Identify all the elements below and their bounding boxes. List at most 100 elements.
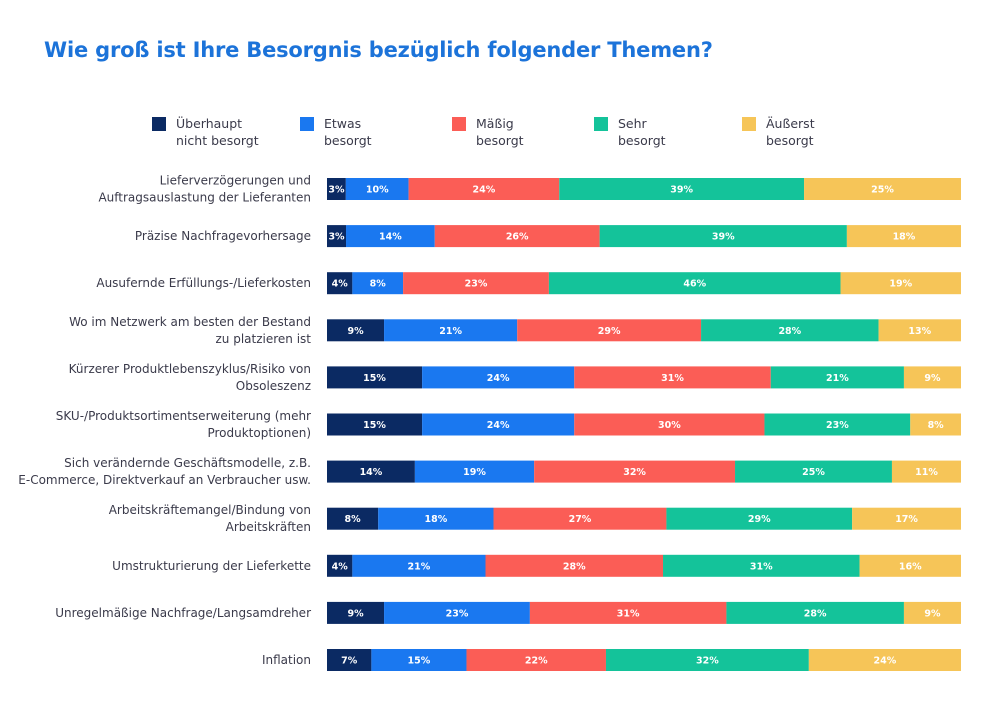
data-label-3-3: 28% bbox=[778, 326, 801, 337]
bar-segment-1-1 bbox=[346, 225, 435, 248]
data-label-6-1: 19% bbox=[463, 467, 486, 478]
bar-segment-0-3 bbox=[559, 178, 805, 200]
data-label-7-4: 17% bbox=[895, 514, 918, 525]
category-label-7-0: Arbeitskräftemangel/Bindung von bbox=[109, 503, 311, 517]
category-label-6-0: Sich verändernde Geschäftsmodelle, z.B. bbox=[64, 456, 311, 470]
data-label-7-3: 29% bbox=[748, 514, 771, 525]
data-label-2-4: 19% bbox=[889, 279, 912, 290]
legend-swatch-0 bbox=[152, 117, 166, 131]
data-label-2-0: 4% bbox=[332, 279, 349, 290]
data-label-7-1: 18% bbox=[424, 514, 447, 525]
bar-segment-1-2 bbox=[434, 225, 600, 248]
bar-segment-10-2 bbox=[466, 649, 606, 671]
data-label-1-4: 18% bbox=[893, 232, 916, 243]
bar-segment-5-1 bbox=[422, 413, 575, 436]
data-label-0-0: 3% bbox=[328, 185, 345, 196]
bar-segment-7-1 bbox=[378, 507, 494, 530]
legend-label-0-1: nicht besorgt bbox=[176, 133, 259, 148]
bar-segment-9-0 bbox=[327, 601, 385, 624]
data-label-6-4: 11% bbox=[915, 467, 938, 478]
bar-segment-7-0 bbox=[327, 507, 379, 530]
bar-segment-0-4 bbox=[804, 178, 961, 200]
data-label-10-4: 24% bbox=[874, 656, 897, 667]
legend-swatch-3 bbox=[594, 117, 608, 131]
bar-segment-0-0 bbox=[327, 178, 346, 200]
data-label-4-0: 15% bbox=[363, 373, 386, 384]
bar-segment-6-0 bbox=[327, 460, 415, 483]
data-label-1-1: 14% bbox=[379, 232, 402, 243]
data-label-9-1: 23% bbox=[446, 608, 469, 619]
data-label-8-0: 4% bbox=[332, 561, 349, 572]
category-label-9-0: Unregelmäßige Nachfrage/Langsamdreher bbox=[55, 606, 311, 620]
legend-swatch-2 bbox=[452, 117, 466, 131]
chart-title: Wie groß ist Ihre Besorgnis bezüglich fo… bbox=[44, 38, 713, 62]
bar-segment-7-4 bbox=[852, 507, 961, 530]
bar-segment-7-3 bbox=[666, 507, 853, 530]
bar-segment-9-3 bbox=[726, 601, 904, 624]
bar-segment-4-1 bbox=[422, 366, 575, 389]
bar-segment-7-2 bbox=[493, 507, 667, 530]
legend-swatch-1 bbox=[300, 117, 314, 131]
category-label-2-0: Ausufernde Erfüllungs-/Lieferkosten bbox=[96, 276, 311, 290]
bar-segment-3-0 bbox=[327, 319, 385, 342]
bar-segment-5-3 bbox=[764, 413, 911, 436]
bar-segment-9-1 bbox=[384, 601, 530, 624]
data-label-7-0: 8% bbox=[345, 514, 362, 525]
legend-swatch-4 bbox=[742, 117, 756, 131]
data-label-4-1: 24% bbox=[487, 373, 510, 384]
data-label-10-3: 32% bbox=[696, 656, 719, 667]
data-label-0-4: 25% bbox=[871, 185, 894, 196]
legend-label-3-1: besorgt bbox=[618, 133, 666, 148]
data-label-6-2: 32% bbox=[623, 467, 646, 478]
category-label-4-1: Obsoleszenz bbox=[236, 379, 311, 393]
bar-segment-9-2 bbox=[529, 601, 727, 624]
bar-segment-0-2 bbox=[408, 178, 560, 200]
data-label-2-2: 23% bbox=[465, 279, 488, 290]
legend-label-1-1: besorgt bbox=[324, 133, 372, 148]
data-label-8-2: 28% bbox=[563, 561, 586, 572]
data-label-7-2: 27% bbox=[569, 514, 592, 525]
category-label-4-0: Kürzerer Produktlebenszyklus/Risiko von bbox=[69, 362, 311, 376]
bar-segment-3-4 bbox=[878, 319, 961, 342]
legend-label-3-0: Sehr bbox=[618, 116, 648, 131]
legend: Überhaupt nicht besorgt Etwas besorgt Mäßig b… bbox=[152, 115, 815, 148]
bar-segment-2-2 bbox=[403, 272, 549, 295]
bar-segment-9-4 bbox=[903, 601, 961, 624]
legend-label-4-1: besorgt bbox=[766, 133, 814, 148]
bar-segment-8-2 bbox=[485, 554, 664, 577]
category-label-0-1: Auftragsauslastung der Lieferanten bbox=[98, 191, 311, 205]
legend-label-2-1: besorgt bbox=[476, 133, 524, 148]
bar-segment-4-4 bbox=[903, 366, 961, 389]
bar-segment-3-1 bbox=[384, 319, 518, 342]
bar-segment-5-2 bbox=[574, 413, 765, 436]
bar-segment-4-3 bbox=[770, 366, 904, 389]
data-label-8-3: 31% bbox=[750, 561, 773, 572]
data-label-4-4: 9% bbox=[924, 373, 941, 384]
data-label-3-4: 13% bbox=[908, 326, 931, 337]
data-label-1-2: 26% bbox=[506, 232, 529, 243]
data-label-10-1: 15% bbox=[408, 656, 431, 667]
legend-label-2-0: Mäßig bbox=[476, 116, 514, 131]
data-label-3-2: 29% bbox=[598, 326, 621, 337]
data-label-1-0: 3% bbox=[328, 232, 345, 243]
category-label-10-0: Inflation bbox=[262, 653, 311, 667]
category-label-8-0: Umstrukturierung der Lieferkette bbox=[112, 559, 311, 573]
data-label-8-4: 16% bbox=[899, 561, 922, 572]
bar-segment-2-3 bbox=[548, 272, 841, 295]
data-label-3-1: 21% bbox=[439, 326, 462, 337]
category-label-3-0: Wo im Netzwerk am besten der Bestand bbox=[69, 315, 311, 329]
category-label-7-1: Arbeitskräften bbox=[226, 520, 311, 534]
legend-label-4-0: Äußerst bbox=[766, 116, 815, 131]
bar-segment-8-3 bbox=[663, 554, 860, 577]
category-label-5-1: Produktoptionen) bbox=[207, 426, 311, 440]
bars: 3% 10% 24% 39% 25% 3% 14% 26% 39% 18% 4% 8% 23% 46% 19… bbox=[327, 178, 961, 671]
category-labels: Lieferverzögerungen und Auftragsauslastun… bbox=[18, 174, 311, 668]
data-label-3-0: 9% bbox=[347, 326, 364, 337]
bar-segment-2-4 bbox=[840, 272, 961, 295]
category-label-5-0: SKU-/Produktsortimentserweiterung (mehr bbox=[56, 409, 311, 423]
bar-segment-6-4 bbox=[891, 460, 961, 483]
data-label-5-2: 30% bbox=[658, 420, 681, 431]
data-label-9-0: 9% bbox=[347, 608, 364, 619]
